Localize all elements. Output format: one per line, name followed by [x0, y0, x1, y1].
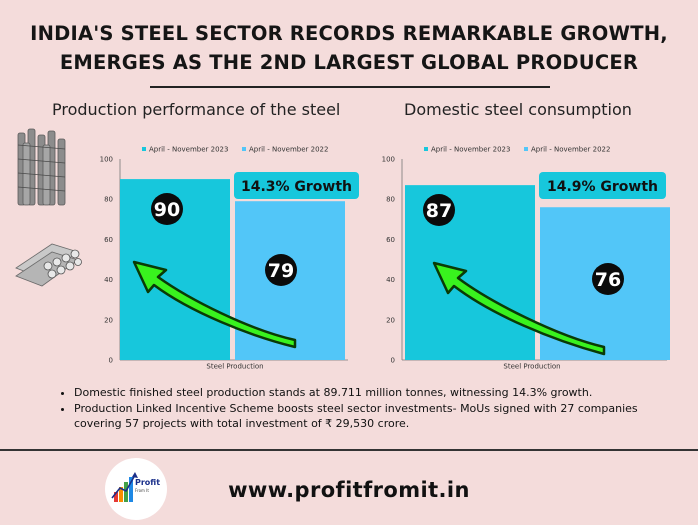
chart-production: April - November 2023 April - November 20… [100, 146, 359, 371]
data-label: 87 [426, 200, 452, 222]
logo-text: Profit [135, 478, 161, 487]
y-tick-label: 40 [386, 276, 395, 284]
chart-consumption: April - November 2023 April - November 20… [382, 146, 670, 371]
value-badge [151, 193, 183, 225]
growth-annotation: 14.9% Growth [547, 179, 658, 195]
legend-label: April - November 2023 [149, 146, 228, 154]
legend-swatch [142, 147, 146, 151]
data-label: 79 [268, 260, 294, 282]
footer-divider [0, 449, 698, 451]
chart-2-title: Domestic steel consumption [404, 100, 632, 119]
growth-arrow-icon [432, 261, 606, 356]
growth-annotation-box [234, 172, 359, 199]
y-tick-label: 100 [100, 156, 113, 164]
legend-label: April - November 2023 [431, 146, 510, 154]
legend-swatch [524, 147, 528, 151]
profit-logo-icon: Profit From It [105, 458, 167, 520]
chart-legend: April - November 2023 April - November 20… [142, 146, 328, 154]
y-tick-label: 20 [104, 316, 113, 324]
rebar-bundle-icon [17, 128, 66, 206]
x-category-label: Steel Production [503, 363, 560, 371]
y-tick-label: 20 [386, 316, 395, 324]
legend-swatch [242, 147, 246, 151]
legend-label: April - November 2022 [249, 146, 328, 154]
x-category-label: Steel Production [206, 363, 263, 371]
value-badge [423, 194, 455, 226]
bullet-item: Production Linked Incentive Scheme boost… [74, 401, 672, 431]
website-url[interactable]: www.profitfromit.in [228, 478, 470, 502]
y-tick-label: 40 [104, 276, 113, 284]
value-badge [265, 254, 297, 286]
y-tick-label: 60 [386, 236, 395, 244]
growth-annotation: 14.3% Growth [241, 179, 352, 195]
steel-pipes-icon [15, 243, 82, 287]
y-tick-label: 0 [109, 357, 113, 365]
legend-swatch [424, 147, 428, 151]
y-tick-label: 0 [391, 357, 395, 365]
logo-subtext: From It [135, 488, 149, 493]
growth-arrow-shape [432, 261, 606, 356]
growth-arrow-shape [132, 260, 297, 349]
chart-legend: April - November 2023 April - November 20… [424, 146, 610, 154]
value-badge [592, 263, 624, 295]
bullet-list: Domestic finished steel production stand… [62, 385, 672, 432]
chart-1-title: Production performance of the steel [52, 100, 341, 119]
data-label: 76 [595, 269, 621, 291]
y-tick-label: 80 [104, 196, 113, 204]
page-title-line-2: EMERGES AS THE 2ND LARGEST GLOBAL PRODUC… [59, 51, 639, 74]
growth-annotation-box [539, 172, 666, 199]
y-tick-label: 60 [104, 236, 113, 244]
growth-arrow-icon [132, 260, 297, 349]
bullet-item: Domestic finished steel production stand… [74, 385, 672, 400]
data-label: 90 [154, 199, 180, 221]
y-tick-label: 100 [382, 156, 395, 164]
title-divider [150, 86, 550, 88]
page-title-line-1: INDIA'S STEEL SECTOR RECORDS REMARKABLE … [30, 22, 668, 45]
y-tick-label: 80 [386, 196, 395, 204]
legend-label: April - November 2022 [531, 146, 610, 154]
